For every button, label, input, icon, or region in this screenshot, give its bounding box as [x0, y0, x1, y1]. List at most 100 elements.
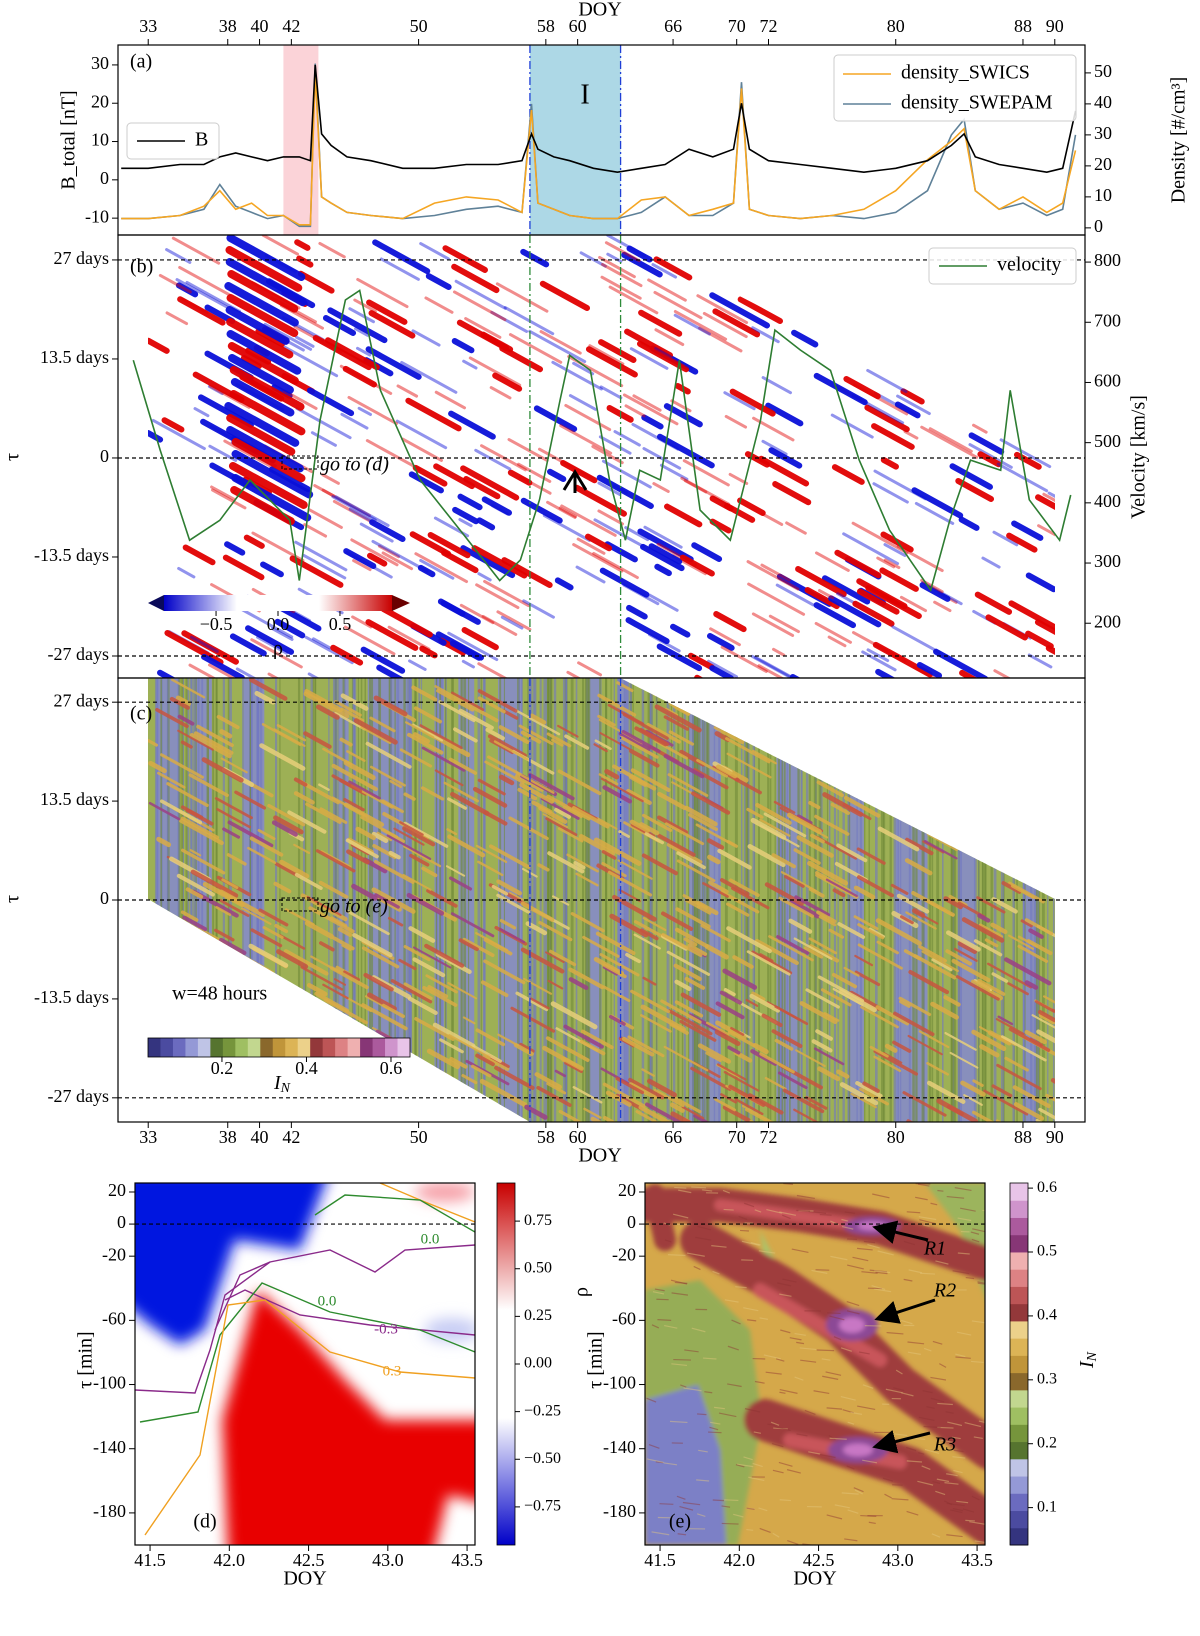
heatmap-streak — [313, 484, 371, 518]
heatmap-streak — [235, 667, 284, 678]
heatmap-streak — [175, 278, 228, 309]
heatmap-streak — [373, 695, 408, 717]
heatmap-streak — [570, 912, 605, 933]
colorbar-tick-label: 0.3 — [1037, 1370, 1057, 1387]
heatmap-texture — [727, 1383, 742, 1388]
heatmap-texture — [708, 1431, 722, 1434]
x-tick-label: 80 — [887, 16, 905, 36]
heatmap-streak — [482, 1054, 510, 1071]
heatmap-streak — [519, 475, 552, 495]
callout-box — [281, 455, 319, 470]
heatmap-streak — [318, 880, 349, 899]
heatmap-streak — [297, 270, 335, 294]
heatmap-streak — [243, 534, 265, 549]
heatmap-streak — [776, 935, 810, 955]
heatmap-streak — [550, 1001, 598, 1030]
y-tick-label: 200 — [1094, 611, 1121, 631]
heatmap-texture — [977, 1281, 985, 1284]
heatmap-streak — [268, 466, 311, 493]
heatmap-streak — [538, 920, 573, 942]
heatmap-streak — [342, 365, 377, 388]
heatmap-streak — [805, 988, 840, 1009]
heatmap-streak — [744, 1108, 785, 1122]
heatmap-streak — [256, 635, 289, 655]
heatmap-streak — [480, 980, 509, 998]
heatmap-streak — [673, 313, 711, 336]
heatmap-streak — [771, 1029, 803, 1048]
heatmap-streak — [157, 771, 186, 789]
heatmap-texture — [811, 1269, 828, 1274]
y-tick-label: 20 — [108, 1180, 126, 1200]
heatmap-texture — [746, 1528, 754, 1531]
heatmap-streak — [875, 668, 907, 678]
heatmap-texture — [780, 1329, 791, 1334]
heatmap-streak — [293, 791, 315, 805]
colorbar-tick-label: −0.5 — [200, 614, 233, 634]
heatmap-texture — [885, 1388, 903, 1394]
heatmap-streak — [749, 993, 781, 1013]
heatmap-streak — [403, 792, 416, 801]
heatmap-texture — [872, 1193, 890, 1199]
heatmap-streak — [557, 724, 579, 738]
heatmap-texture — [901, 1319, 913, 1325]
heatmap-streak — [218, 937, 247, 956]
heatmap-streak — [572, 543, 624, 573]
heatmap-texture — [772, 1532, 780, 1538]
axes-frame — [134, 1182, 476, 1546]
heatmap-streak — [593, 743, 608, 753]
heatmap-streak — [891, 625, 941, 654]
heatmap-texture — [971, 1495, 980, 1501]
panel-label: (d) — [193, 1511, 216, 1533]
heatmap-streak — [604, 768, 620, 780]
heatmap-streak — [905, 837, 934, 856]
heatmap-streak — [241, 907, 272, 925]
heatmap-texture — [867, 1243, 880, 1249]
heatmap-streak — [752, 749, 778, 765]
heatmap-texture — [741, 1240, 760, 1246]
heatmap-streak — [421, 866, 438, 878]
heatmap-streak — [714, 1098, 737, 1112]
callout-box — [281, 897, 319, 912]
heatmap-streak — [652, 482, 670, 493]
heatmap-streak — [348, 780, 381, 800]
heatmap-streak — [408, 659, 427, 671]
heatmap-streak — [640, 1004, 686, 1032]
heatmap-streak — [321, 488, 336, 498]
heatmap-streak — [181, 848, 226, 875]
heatmap-streak — [373, 859, 415, 884]
heatmap-streak — [207, 384, 224, 396]
heatmap-streak — [968, 432, 1005, 455]
heatmap-streak — [224, 541, 246, 556]
heatmap-streak — [624, 404, 646, 418]
heatmap-streak — [340, 693, 369, 711]
colorbar-cell — [1010, 1217, 1028, 1236]
heatmap-streak — [303, 731, 332, 749]
heatmap-texture — [857, 1247, 873, 1251]
heatmap-streak — [675, 907, 711, 929]
heatmap-texture — [766, 1208, 783, 1214]
heatmap-streak — [627, 1035, 665, 1058]
heatmap-streak — [302, 554, 347, 580]
y-tick-label: 10 — [1094, 185, 1112, 205]
heatmap-texture — [683, 1387, 702, 1392]
heatmap-streak — [484, 760, 525, 785]
heatmap-texture — [800, 1359, 817, 1363]
heatmap-streak — [936, 1098, 978, 1122]
heatmap-streak — [795, 1049, 826, 1068]
x-tick-label: 42.0 — [214, 1550, 246, 1570]
heatmap-streak — [817, 589, 835, 600]
heatmap-streak — [450, 791, 490, 816]
heatmap-streak — [602, 985, 631, 1003]
heatmap-streak — [477, 572, 492, 582]
heatmap-streak — [545, 1036, 590, 1062]
heatmap-streak — [499, 345, 544, 373]
heatmap-texture — [937, 1426, 954, 1429]
series-line — [132, 289, 1072, 592]
heatmap-streak — [747, 582, 806, 616]
heatmap-texture — [722, 1189, 731, 1194]
heatmap-streak — [977, 451, 1002, 468]
colorbar-cell — [1010, 1338, 1028, 1356]
heatmap-texture — [919, 1219, 936, 1225]
heatmap-texture — [819, 1213, 832, 1216]
heatmap-streak — [628, 748, 660, 768]
